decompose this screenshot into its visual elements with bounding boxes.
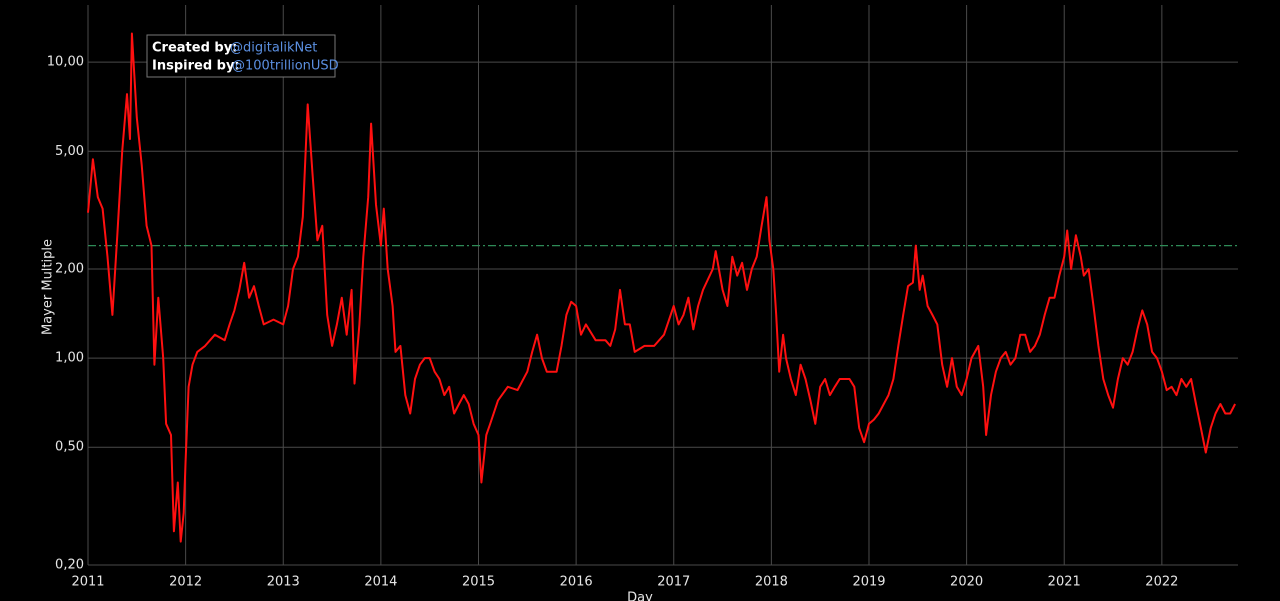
y-tick-label: 0,50 [55,440,84,455]
x-tick-label: 2022 [1145,575,1178,590]
y-tick-label: 2,00 [55,262,84,277]
annotation-box [146,34,336,78]
y-tick-label: 5,00 [55,144,84,159]
y-tick-label: 0,20 [55,558,84,573]
data-line [87,32,1236,543]
plot [87,32,1238,543]
x-tick-label: 2012 [169,575,202,590]
annotation-label: Created by: [152,41,237,56]
annotation-label: Inspired by: [152,59,240,74]
x-tick-label: 2015 [462,575,495,590]
x-tick-label: 2019 [852,575,885,590]
y-axis-label: Mayer Multiple [41,239,56,335]
annotation-handle: @100trillionUSD [232,59,339,74]
annotation: Created by: @digitalikNet Inspired by: @… [146,34,339,78]
x-tick-label: 2011 [71,575,104,590]
x-tick-label: 2020 [950,575,983,590]
x-tick-label: 2018 [755,575,788,590]
x-tick-label: 2014 [364,575,397,590]
y-tick-label: 10,00 [47,55,84,70]
annotation-handle: @digitalikNet [230,41,317,56]
x-axis-label: Day [627,591,653,601]
y-tick-label: 1,00 [55,351,84,366]
x-tick-label: 2013 [267,575,300,590]
x-tick-label: 2016 [560,575,593,590]
x-tick-label: 2021 [1048,575,1081,590]
x-tick-label: 2017 [657,575,690,590]
